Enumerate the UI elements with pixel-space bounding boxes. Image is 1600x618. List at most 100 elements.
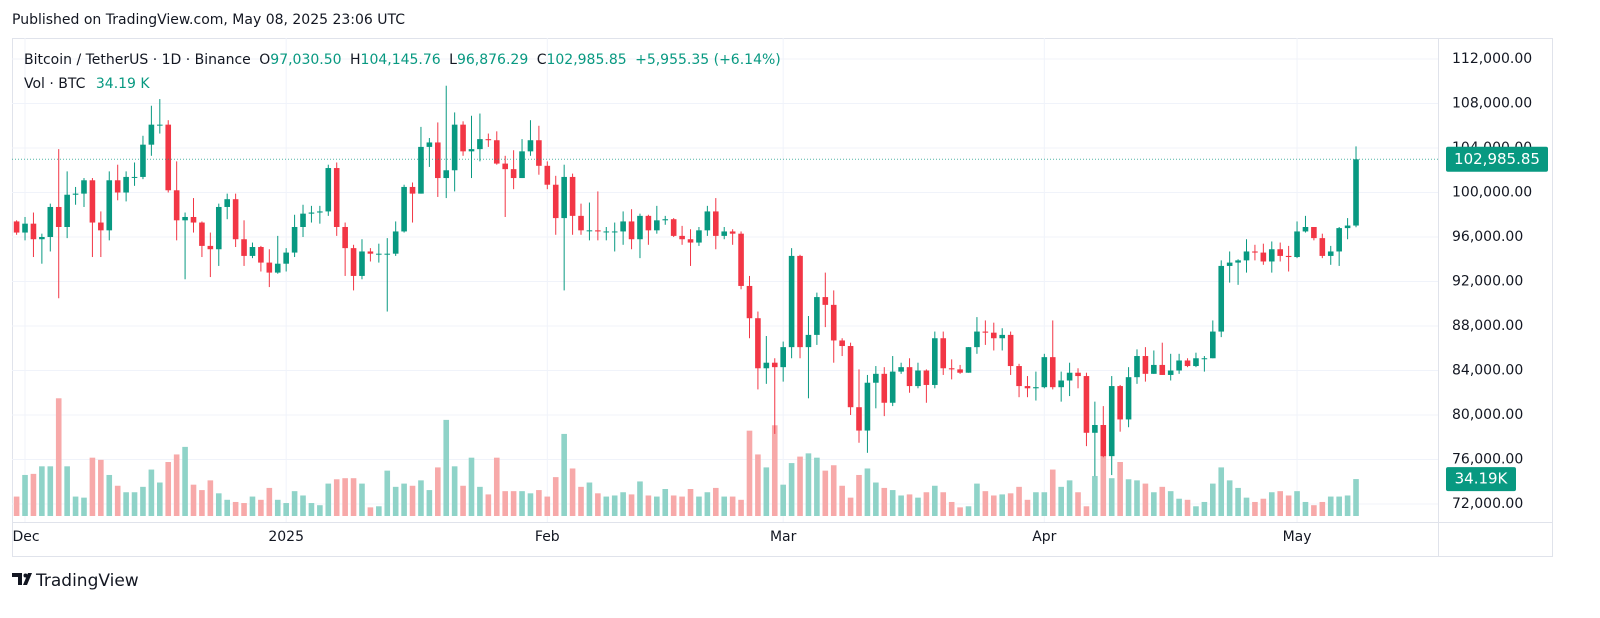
last-volume-label: 34.19K <box>1455 470 1509 488</box>
candle-body <box>1226 262 1233 266</box>
candle-body <box>232 199 239 240</box>
candles <box>13 85 1359 477</box>
candle-body <box>1311 226 1317 239</box>
candle-body <box>1049 357 1056 388</box>
volume-bar <box>1041 492 1048 516</box>
volume-bar <box>822 470 829 516</box>
candle-body <box>729 231 736 234</box>
candle-body <box>148 124 155 145</box>
volume-bar <box>1066 480 1073 516</box>
volume-bar <box>687 489 694 516</box>
candle-body <box>215 206 222 250</box>
candle-body <box>1100 424 1107 457</box>
volume-bar <box>544 496 551 516</box>
volume-bar <box>746 430 753 516</box>
candle-body <box>182 216 188 221</box>
volume-bar <box>39 466 45 516</box>
candle-body <box>1344 225 1351 229</box>
candle-body <box>123 176 129 193</box>
volume-bar <box>670 495 677 516</box>
volume-bar <box>249 496 256 516</box>
volume-bar <box>982 491 989 516</box>
candle-body <box>376 253 382 255</box>
x-tick-label: Mar <box>770 529 797 545</box>
volume-bar <box>578 486 584 516</box>
volume-bar <box>898 495 904 516</box>
candle-body <box>889 371 896 403</box>
candle-body <box>1058 380 1064 388</box>
volume-bar <box>131 492 138 516</box>
volume-bar <box>1167 491 1174 516</box>
candle-body <box>435 142 441 179</box>
candle-body <box>443 170 450 179</box>
volume-bar <box>864 468 871 516</box>
change-value: +5,955.35 (+6.14%) <box>635 52 781 68</box>
candle-body <box>982 331 989 333</box>
volume-bar <box>654 496 660 516</box>
candle-body <box>586 230 593 232</box>
last-price-label: 102,985.85 <box>1454 150 1540 168</box>
volume-bar <box>645 495 652 516</box>
y-tick-label: 88,000.00 <box>1452 318 1523 334</box>
volume-bar <box>1327 496 1334 516</box>
c-key: C <box>537 52 547 68</box>
high-value: 104,145.76 <box>361 52 441 68</box>
candle-body <box>173 190 180 221</box>
volume-bar <box>1294 491 1300 516</box>
volume-bar <box>999 494 1006 516</box>
volume-bar <box>721 496 728 516</box>
volume-bar <box>123 492 129 516</box>
candle-body <box>224 199 230 207</box>
candle-body <box>965 347 972 373</box>
volume-bar <box>401 483 407 516</box>
last-volume-box <box>1446 467 1516 492</box>
volume-bar <box>55 398 62 516</box>
candle-body <box>342 226 348 249</box>
candle-body <box>401 186 407 232</box>
candle-body <box>898 367 904 372</box>
candle-body <box>948 368 955 370</box>
candle-body <box>317 211 323 213</box>
volume-bar <box>266 487 273 516</box>
candle-body <box>418 146 424 194</box>
candle-body <box>485 139 492 141</box>
candle-body <box>1151 364 1157 374</box>
axes: 72,000.00 76,000.00 80,000.00 84,000.00 88,0… <box>12 51 1548 545</box>
candle-body <box>662 219 669 221</box>
volume-bar <box>729 496 736 516</box>
volume-bar <box>628 494 635 516</box>
volume-bar <box>502 491 508 516</box>
candle-body <box>1007 334 1014 367</box>
candle-body <box>561 176 567 219</box>
candle-body <box>881 373 888 403</box>
candle-body <box>847 346 854 408</box>
volume-bar <box>300 495 306 516</box>
candle-body <box>536 140 542 166</box>
candle-body <box>451 124 458 171</box>
volume-bar <box>232 501 239 516</box>
candle-body <box>291 226 298 253</box>
y-tick-label: 80,000.00 <box>1452 407 1523 423</box>
candle-body <box>64 194 70 227</box>
volume-bar <box>830 465 837 516</box>
candle-body <box>199 222 205 246</box>
volume-bar <box>1125 479 1132 516</box>
volume-bar <box>224 499 230 516</box>
candle-body <box>1041 357 1048 388</box>
volume-bar <box>814 457 820 516</box>
volume-bar <box>241 503 247 516</box>
volume-bar <box>1117 462 1123 516</box>
y-tick-label: 96,000.00 <box>1452 229 1523 245</box>
y-tick-label: 100,000.00 <box>1452 185 1532 201</box>
candle-body <box>207 245 214 250</box>
candle-body <box>797 255 803 348</box>
volume-bar <box>1159 486 1166 516</box>
volume-bar <box>611 495 618 516</box>
volume-bar <box>283 503 289 516</box>
volume-bar <box>780 484 786 516</box>
volume-bar <box>106 474 113 516</box>
volume-bar <box>443 419 450 516</box>
volume-bar <box>1302 501 1309 516</box>
volume-bar <box>1024 499 1031 516</box>
